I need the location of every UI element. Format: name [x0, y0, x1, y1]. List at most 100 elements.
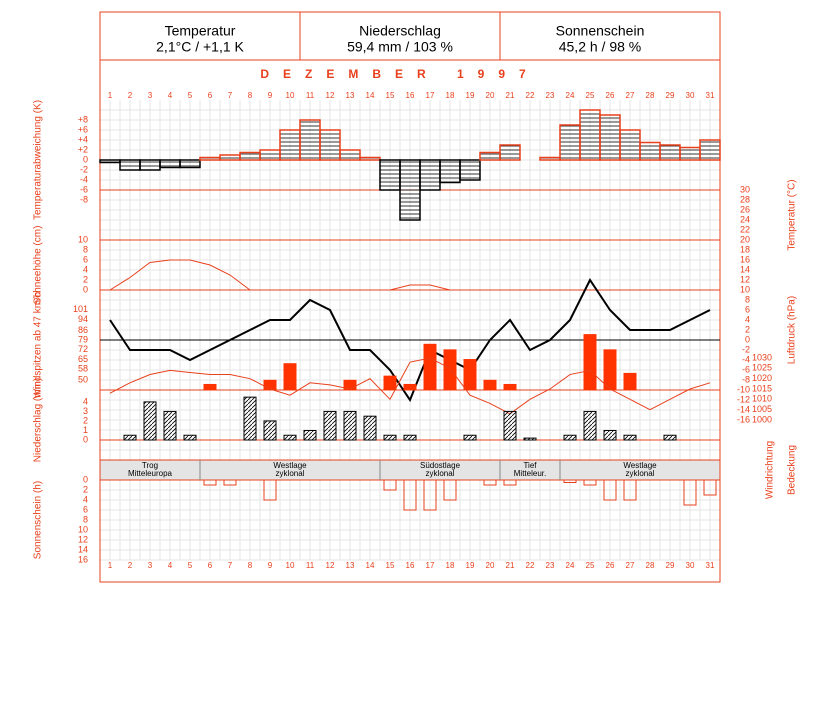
day-label: 22 [526, 561, 535, 570]
y-tick-label: 10 [78, 524, 88, 534]
bar [423, 343, 437, 391]
deviation-bar [599, 114, 621, 161]
y-tick-label: 58 [78, 364, 88, 374]
deviation-bar [459, 159, 481, 181]
weather-type: Trog [142, 461, 158, 470]
deviation-bar [199, 156, 221, 161]
day-label: 31 [706, 91, 715, 100]
day-label: 12 [326, 561, 335, 570]
y-tick-label: 8 [83, 514, 88, 524]
day-label: 1 [108, 561, 113, 570]
bar [403, 479, 417, 511]
y-tick-label: 10 [78, 234, 88, 244]
header-title: Niederschlag [359, 23, 441, 39]
y-tick-label: 4 [83, 264, 88, 274]
y-tick-label: 101 [73, 304, 88, 314]
day-label: 21 [506, 91, 515, 100]
day-label: 1 [108, 91, 113, 100]
y-tick-label: -2 [80, 164, 88, 174]
bar [443, 479, 457, 501]
bar [583, 479, 597, 486]
axis-title: Luftdruck (hPa) [787, 296, 798, 364]
y-tick-label: 2 [83, 274, 88, 284]
day-label: 28 [646, 91, 655, 100]
bar [383, 434, 397, 441]
bar [423, 479, 437, 511]
day-label: 9 [268, 91, 273, 100]
deviation-bar [239, 151, 261, 161]
bar [163, 410, 177, 441]
y-tick-label: 94 [78, 314, 88, 324]
bar [603, 479, 617, 501]
day-label: 20 [486, 91, 495, 100]
bar [363, 415, 377, 441]
day-label: 9 [268, 561, 273, 570]
deviation-bar [219, 154, 241, 161]
axis-title: Windspitzen ab 47 km/h [33, 292, 44, 399]
axis-title: Niederschlag (mm) [33, 378, 44, 462]
bar [483, 379, 497, 391]
bar [223, 479, 237, 486]
bar [343, 379, 357, 391]
bar [203, 383, 217, 391]
day-label: 26 [606, 561, 615, 570]
bar [503, 383, 517, 391]
axis-title: Temperatur (°C) [787, 179, 798, 250]
bar [143, 401, 157, 441]
bar [123, 434, 137, 441]
header-title: Sonnenschein [556, 23, 645, 39]
y-tick-label: +6 [78, 124, 88, 134]
day-label: 14 [366, 91, 375, 100]
day-label: 29 [666, 561, 675, 570]
deviation-bar [679, 146, 701, 161]
bar [463, 359, 477, 391]
day-label: 17 [426, 561, 435, 570]
bar [623, 372, 637, 391]
bar [563, 479, 577, 483]
deviation-bar [379, 159, 401, 191]
axis-title: Schneehöhe (cm) [33, 226, 44, 305]
day-label: 24 [566, 561, 575, 570]
bar [623, 434, 637, 441]
y-tick-label: +2 [78, 144, 88, 154]
deviation-bar [259, 149, 281, 161]
weather-type: Südostlage [420, 461, 461, 470]
day-label: 25 [586, 561, 595, 570]
y-tick-label: +8 [78, 114, 88, 124]
weather-type: Mitteleur. [514, 469, 546, 478]
day-label: 3 [148, 561, 153, 570]
y-tick-label: 22 [740, 224, 750, 234]
bar [463, 434, 477, 441]
day-label: 27 [626, 91, 635, 100]
y-tick-label: 4 [83, 494, 88, 504]
day-label: 26 [606, 91, 615, 100]
deviation-bar [579, 109, 601, 161]
deviation-bar [419, 159, 441, 191]
y-tick-label: -14 [737, 404, 750, 414]
y-tick-label: -12 [737, 394, 750, 404]
deviation-bar [299, 119, 321, 161]
y-tick-label: -8 [80, 194, 88, 204]
day-label: 15 [386, 91, 395, 100]
day-label: 15 [386, 561, 395, 570]
y-tick-label: 2 [83, 484, 88, 494]
y-tick-label: 1020 [752, 373, 772, 383]
day-label: 14 [366, 561, 375, 570]
weather-type: Tief [523, 461, 537, 470]
y-tick-label: 12 [740, 274, 750, 284]
y-tick-label: 86 [78, 325, 88, 335]
y-tick-label: -16 [737, 414, 750, 424]
line [109, 357, 711, 415]
y-tick-label: -4 [742, 354, 750, 364]
y-tick-label: 0 [83, 284, 88, 294]
bar [283, 363, 297, 391]
y-tick-label: -2 [742, 344, 750, 354]
day-label: 18 [446, 91, 455, 100]
bar [583, 334, 597, 391]
deviation-bar [139, 159, 161, 171]
deviation-bar [119, 159, 141, 171]
header-title: Temperatur [165, 23, 236, 39]
y-tick-label: 1010 [752, 394, 772, 404]
bar [683, 479, 697, 506]
extra-label: Windrichtung [765, 441, 776, 499]
